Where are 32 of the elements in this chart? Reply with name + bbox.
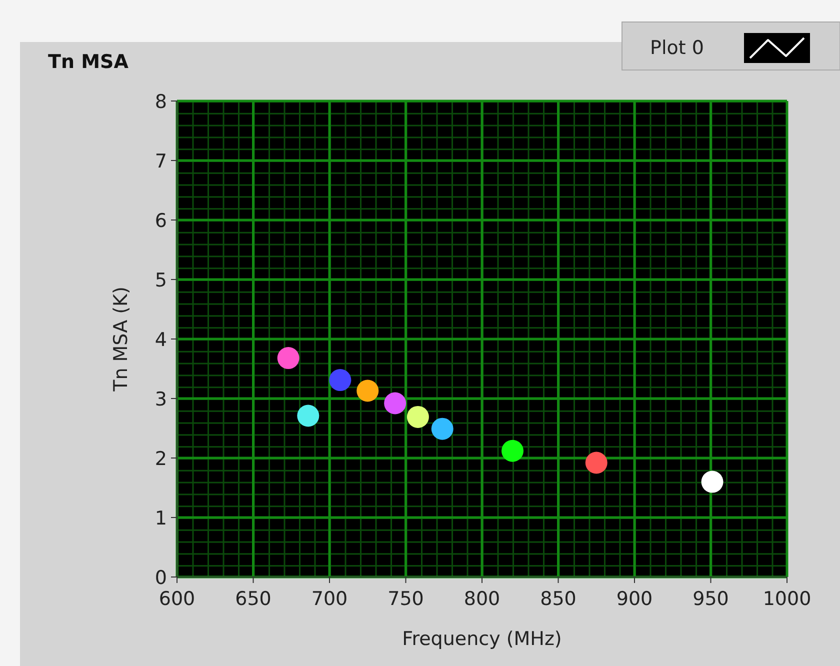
x-tick-label: 750 xyxy=(388,588,424,610)
point xyxy=(431,418,454,440)
point xyxy=(585,452,608,474)
x-tick-label: 600 xyxy=(158,588,196,610)
point xyxy=(502,440,524,462)
x-tick-label: 950 xyxy=(692,588,729,610)
y-tick-label: 1 xyxy=(154,508,167,530)
point xyxy=(384,392,406,414)
y-tick-label: 6 xyxy=(154,210,167,232)
y-tick-label: 5 xyxy=(154,270,167,292)
y-tick-label: 7 xyxy=(154,150,167,172)
x-tick-label: 900 xyxy=(616,588,653,610)
point xyxy=(297,404,320,427)
point xyxy=(701,470,724,493)
x-axis-title: Frequency (MHz) xyxy=(402,628,562,650)
point xyxy=(406,406,429,428)
y-axis-title: Tn MSA (K) xyxy=(110,286,132,392)
y-tick-label: 3 xyxy=(154,388,167,410)
y-tick-label: 4 xyxy=(154,329,167,351)
y-tick-label: 2 xyxy=(154,448,167,470)
text: Plot 0 xyxy=(650,37,704,59)
point xyxy=(356,380,379,402)
x-tick-label: 700 xyxy=(311,588,348,610)
y-tick-label: 0 xyxy=(154,567,167,589)
y-tick-label: 8 xyxy=(154,91,167,113)
point xyxy=(329,369,352,392)
chart-title: Tn MSA xyxy=(48,51,129,73)
x-tick-label: 800 xyxy=(464,588,500,610)
x-tick-label: 1000 xyxy=(762,588,812,610)
point xyxy=(277,347,300,370)
x-tick-label: 650 xyxy=(235,588,272,610)
x-tick-label: 850 xyxy=(540,588,576,610)
